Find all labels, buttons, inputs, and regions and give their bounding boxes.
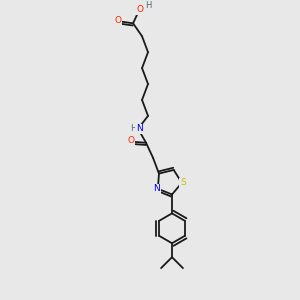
Text: N: N <box>154 184 160 193</box>
Text: O: O <box>128 136 135 145</box>
Text: O: O <box>115 16 122 25</box>
Text: O: O <box>136 5 143 14</box>
Text: H: H <box>145 1 151 10</box>
Text: H: H <box>130 124 136 133</box>
Text: N: N <box>136 124 142 133</box>
Text: S: S <box>180 178 186 187</box>
